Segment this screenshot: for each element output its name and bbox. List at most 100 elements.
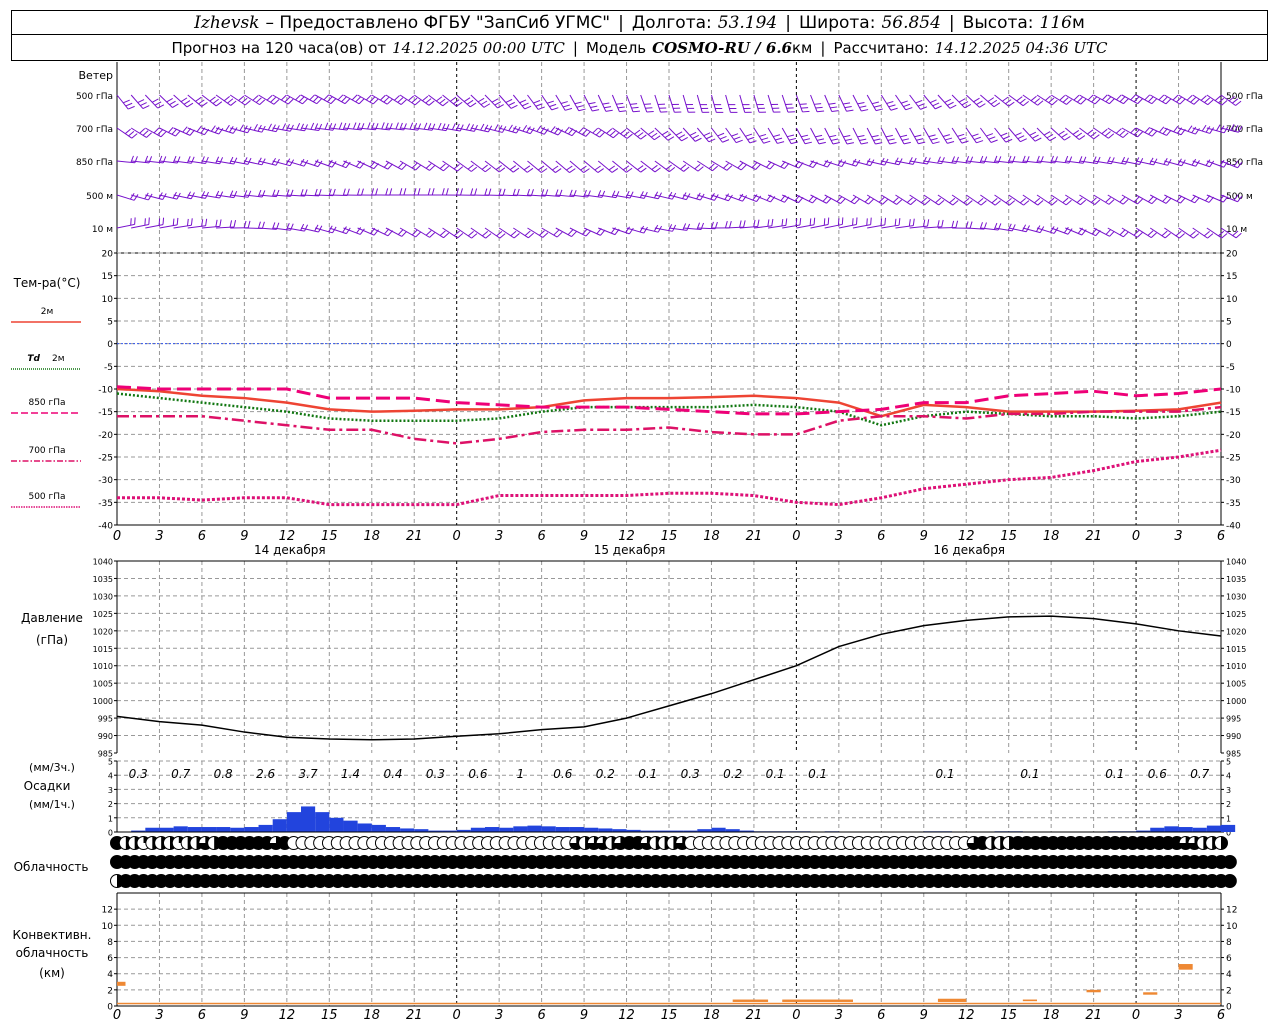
wind-barb-flag — [1051, 200, 1058, 206]
wind-barb-flag — [697, 166, 704, 172]
wind-barb-flag — [1029, 131, 1037, 136]
wind-barb-flag — [328, 188, 332, 196]
wind-barb-flag — [809, 218, 812, 226]
wind-barb-flag — [864, 196, 871, 203]
wind-barb-flag — [1082, 156, 1087, 164]
wind-barb — [895, 127, 905, 145]
wind-barb-flag — [160, 131, 167, 138]
wind-barb-flag — [1158, 94, 1165, 101]
wind-barb-flag — [317, 160, 323, 167]
precip-bar — [513, 826, 528, 832]
wind-barb-flag — [239, 124, 244, 131]
wind-barb — [1178, 160, 1196, 167]
wind-barb-flag — [802, 110, 810, 113]
wind-barb-flag — [887, 138, 895, 141]
wind-barb-flag — [314, 123, 319, 131]
wind-barb-flag — [303, 159, 309, 167]
wind-barb-flag — [630, 103, 638, 105]
wind-barb-flag — [739, 220, 742, 228]
wind-barb-flag — [643, 191, 648, 199]
y-tick-label-left: -5 — [104, 363, 113, 373]
wind-barb-flag — [205, 191, 209, 199]
x-tick-label: 3 — [1174, 529, 1182, 544]
wind-barb — [1050, 94, 1067, 105]
y-tick-label-right: 1000 — [1226, 697, 1246, 706]
wind-barb — [1093, 194, 1110, 205]
wind-barb-flag — [949, 197, 956, 204]
wind-barb-flag — [431, 123, 436, 131]
wind-barb-flag — [223, 96, 230, 102]
y-tick-label-right: -5 — [1226, 363, 1235, 373]
wind-barb-flag — [958, 98, 966, 103]
wind-barb-flag — [928, 134, 936, 138]
wind-barb — [1192, 127, 1211, 134]
x-tick-label: 9 — [920, 529, 928, 544]
wind-barb-flag — [1137, 198, 1143, 205]
wind-barb — [1178, 227, 1194, 239]
wind-barb — [314, 160, 333, 168]
wind-barb-flag — [1067, 228, 1073, 235]
wind-barb-flag — [601, 190, 606, 198]
wind-level-label-right: 500 м — [1226, 192, 1253, 202]
pressure-unit: (гПа) — [36, 633, 68, 647]
wind-barb — [725, 194, 743, 202]
wind-barb — [244, 194, 263, 198]
x-tick-label: 12 — [618, 529, 635, 544]
wind-barb — [739, 160, 756, 170]
wind-barb-flag — [629, 191, 634, 199]
wind-barb — [1121, 194, 1138, 205]
wind-barb-flag — [1194, 197, 1200, 204]
wind-barb-flag — [951, 220, 955, 228]
wind-barb — [343, 94, 360, 105]
wind-barb-flag — [369, 96, 376, 103]
wind-barb-flag — [991, 198, 998, 204]
x-tick-label: 0 — [453, 529, 461, 544]
x-tick-label: 18 — [703, 1008, 720, 1023]
wind-barb-flag — [875, 108, 883, 112]
wind-barb — [1051, 160, 1070, 164]
wind-barb-flag — [171, 128, 178, 135]
wind-barb — [286, 194, 305, 197]
wind-barb — [753, 94, 760, 113]
wind-barb-flag — [938, 199, 945, 206]
wind-barb — [668, 227, 687, 231]
x-tick-label: 0 — [113, 529, 121, 544]
wind-barb-flag — [889, 142, 897, 145]
wind-barb-flag — [722, 139, 730, 143]
wind-barb-flag — [1087, 129, 1094, 135]
wind-barb-flag — [719, 135, 727, 140]
precip-bar — [612, 829, 627, 832]
wind-barb-flag — [767, 219, 770, 227]
wind-barb-flag — [1105, 197, 1112, 203]
wind-barb-flag — [491, 98, 499, 103]
wind-barb-flag — [227, 98, 234, 104]
x-tick-label: 15 — [1000, 1008, 1017, 1023]
wind-barb — [399, 227, 416, 238]
legend-label: 850 гПа — [28, 398, 65, 408]
wind-barb — [994, 227, 1013, 232]
convective-cloud-bar — [937, 998, 967, 1002]
wind-barb — [598, 194, 617, 199]
wind-barb-flag — [565, 107, 573, 111]
wind-barb — [343, 127, 362, 131]
wind-barb-flag — [771, 218, 774, 226]
wind-barb — [965, 127, 977, 144]
wind-barb — [895, 225, 914, 229]
x-tick-label: 0 — [792, 529, 800, 544]
wind-barb-flag — [955, 220, 959, 228]
wind-barb-flag — [243, 220, 247, 228]
wind-barb — [1008, 160, 1027, 164]
wind-barb — [527, 127, 545, 135]
wind-barb-flag — [1123, 98, 1129, 104]
wind-barb-flag — [1090, 197, 1097, 203]
wind-barb — [357, 227, 375, 236]
wind-barb-flag — [823, 218, 826, 226]
wind-barb-flag — [389, 188, 393, 196]
y-tick-label-left: 5 — [108, 758, 113, 767]
wind-barb-flag — [494, 124, 499, 131]
wind-barb — [1149, 94, 1167, 105]
wind-barb-flag — [273, 99, 280, 105]
y-tick-label-left: 4 — [108, 772, 113, 781]
wind-barb-flag — [495, 164, 502, 170]
wind-barb — [1220, 194, 1238, 203]
